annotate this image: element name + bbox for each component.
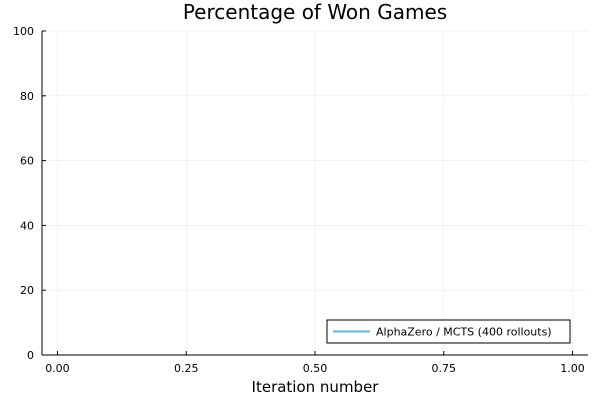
x-tick-label-2: 0.50 [303,362,328,375]
legend-box [326,319,571,344]
x-tick-label-1: 0.25 [174,362,199,375]
x-tick-label-0: 0.00 [45,362,70,375]
grid [42,30,588,356]
y-tick-label-3: 60 [20,155,34,168]
axes [41,30,588,356]
x-tick-label-4: 1.00 [560,362,585,375]
chart-title: Percentage of Won Games [183,0,447,24]
tick-labels: 0.00 0.25 0.50 0.75 1.00 0 20 40 60 80 100 [13,25,585,375]
y-tick-label-2: 40 [20,219,34,232]
x-tick-label-3: 0.75 [432,362,457,375]
y-tick-label-0: 0 [27,349,34,362]
y-tick-label-4: 80 [20,90,34,103]
legend-label: AlphaZero / MCTS (400 rollouts) [376,326,552,339]
legend: AlphaZero / MCTS (400 rollouts) [326,319,571,344]
y-tick-label-1: 20 [20,284,34,297]
x-axis-label: Iteration number [252,378,380,396]
y-tick-label-5: 100 [13,25,34,38]
